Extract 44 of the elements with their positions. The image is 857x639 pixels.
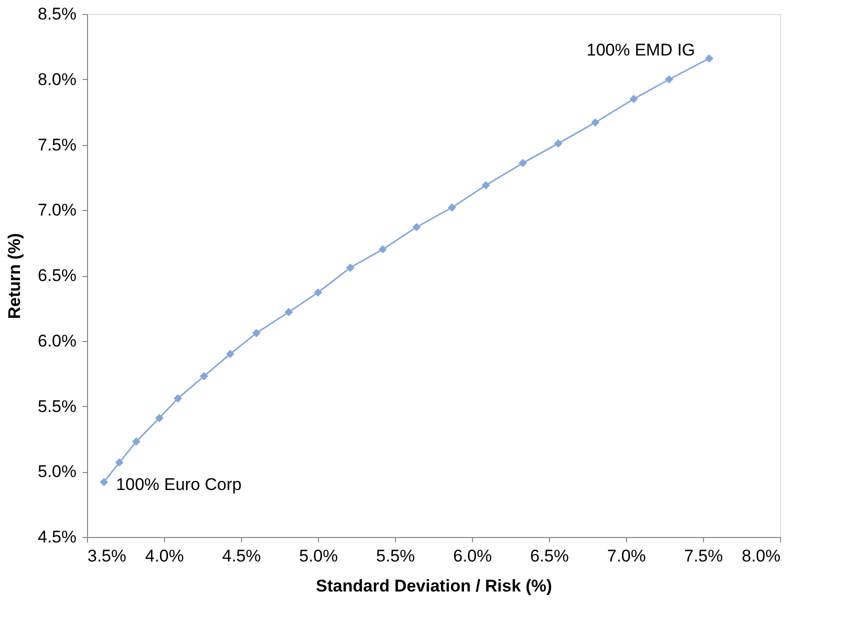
point xyxy=(591,118,600,127)
x-tick-label: 8.0% xyxy=(742,546,780,566)
point xyxy=(155,414,164,422)
point xyxy=(252,328,261,338)
point xyxy=(346,263,355,272)
annotation: 100% Euro Corp xyxy=(116,475,242,494)
x-tick-label: 3.5% xyxy=(88,546,126,566)
x-tick-label: 6.0% xyxy=(453,546,492,566)
point xyxy=(174,394,182,403)
point xyxy=(115,458,124,467)
y-tick-label: 8.0% xyxy=(38,70,76,89)
point xyxy=(314,288,322,297)
point xyxy=(132,437,140,446)
y-tick-label: 8.5% xyxy=(38,4,76,24)
point xyxy=(412,222,421,232)
x-tick-label: 4.5% xyxy=(222,546,261,566)
point xyxy=(554,139,562,148)
y-tick-label: 5.5% xyxy=(38,396,76,416)
point xyxy=(518,158,528,168)
point xyxy=(704,54,714,63)
y-tick-label: 7.0% xyxy=(38,200,76,220)
point xyxy=(448,203,456,212)
x-tick-label: 7.0% xyxy=(607,546,646,566)
x-tick-label: 4.0% xyxy=(145,546,184,566)
annotation: 100% EMD IG xyxy=(586,40,696,60)
point xyxy=(664,75,674,84)
y-tick-label: 6.0% xyxy=(38,331,76,350)
point xyxy=(200,372,208,380)
point xyxy=(378,245,387,254)
y-tick-label: 4.5% xyxy=(38,528,76,546)
x-tick-label: 7.5% xyxy=(684,546,723,566)
y-tick-label: 5.0% xyxy=(38,462,76,482)
point xyxy=(630,94,638,104)
x-axis-title: Standard Deviation / Risk (%) xyxy=(316,576,552,596)
x-tick-label: 5.5% xyxy=(376,546,415,566)
point xyxy=(482,181,490,190)
y-tick-label: 7.5% xyxy=(38,135,76,154)
y-axis-title: Return (%) xyxy=(4,233,24,319)
point xyxy=(226,350,234,358)
point xyxy=(284,308,293,316)
y-tick-label: 6.5% xyxy=(38,266,76,285)
point xyxy=(100,478,108,486)
x-tick-label: 6.5% xyxy=(530,546,569,566)
x-tick-label: 5.0% xyxy=(299,546,338,566)
